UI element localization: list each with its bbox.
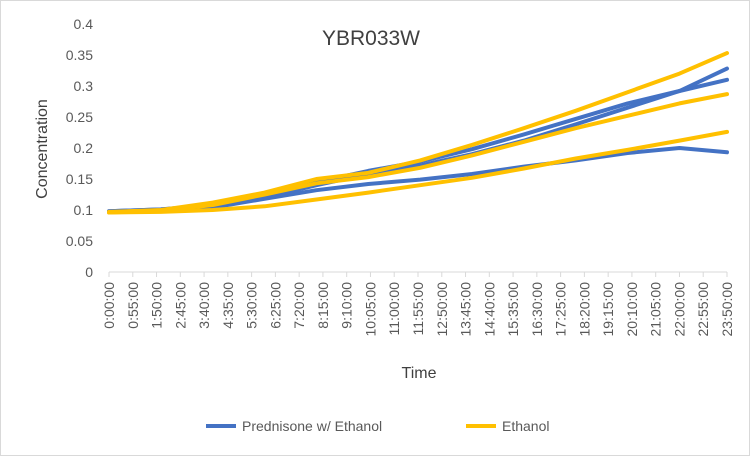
legend-label: Ethanol — [502, 418, 549, 434]
x-tick-label: 21:05:00 — [648, 282, 664, 337]
series-line-6 — [107, 129, 729, 215]
x-tick-label: 0:55:00 — [125, 282, 141, 329]
x-axis-title: Time — [402, 365, 437, 382]
y-tick-label: 0.2 — [74, 140, 94, 156]
series-group — [107, 51, 729, 215]
x-tick-label: 12:50:00 — [434, 282, 450, 337]
legend-label: Prednisone w/ Ethanol — [242, 418, 382, 434]
y-tick-label: 0.1 — [74, 202, 94, 218]
series-line-4 — [107, 51, 729, 214]
x-tick-label: 13:45:00 — [458, 282, 474, 337]
chart-title: YBR033W — [322, 27, 420, 50]
x-tick-label: 22:55:00 — [695, 282, 711, 337]
series-line-3 — [107, 146, 729, 214]
y-tick-label: 0.25 — [66, 109, 93, 125]
x-axis: 0:00:00 0:55:00 1:50:00 2:45:00 3:40:00 4:35:… — [101, 271, 735, 337]
x-tick-label: 5:30:00 — [244, 282, 260, 329]
y-tick-label: 0.05 — [66, 233, 93, 249]
series-line-1 — [107, 77, 729, 214]
y-axis: 0 0.05 0.1 0.15 0.2 0.25 0.3 0.35 0.4 — [66, 16, 93, 280]
x-tick-label: 11:55:00 — [410, 282, 426, 336]
x-tick-label: 6:25:00 — [267, 282, 283, 329]
x-tick-label: 1:50:00 — [149, 282, 165, 329]
x-tick-label: 0:00:00 — [101, 282, 117, 329]
x-tick-label: 19:15:00 — [600, 282, 616, 337]
x-tick-label: 2:45:00 — [172, 282, 188, 329]
x-tick-label: 4:35:00 — [220, 282, 236, 329]
x-tick-label: 20:10:00 — [624, 282, 640, 337]
x-tick-label: 11:00:00 — [386, 282, 402, 336]
x-tick-label: 17:25:00 — [553, 282, 569, 337]
y-axis-title: Concentration — [34, 99, 51, 199]
x-tick-label: 10:05:00 — [362, 282, 378, 337]
x-tick-label: 3:40:00 — [196, 282, 212, 329]
x-tick-label: 16:30:00 — [529, 282, 545, 337]
series-line-5 — [107, 92, 729, 215]
y-tick-label: 0.15 — [66, 171, 93, 187]
y-tick-label: 0.35 — [66, 47, 93, 63]
x-tick-label: 14:40:00 — [481, 282, 497, 337]
x-tick-label: 7:20:00 — [291, 282, 307, 329]
y-tick-label: 0 — [85, 264, 93, 280]
x-tick-label: 9:10:00 — [339, 282, 355, 329]
x-tick-label: 15:35:00 — [505, 282, 521, 337]
x-tick-label: 18:20:00 — [576, 282, 592, 337]
x-tick-label: 8:15:00 — [315, 282, 331, 329]
y-tick-label: 0.3 — [74, 78, 94, 94]
x-tick-label: 22:00:00 — [671, 282, 687, 337]
x-tick-label: 23:50:00 — [719, 282, 735, 337]
legend: Prednisone w/ Ethanol Ethanol — [206, 418, 549, 434]
y-tick-label: 0.4 — [74, 16, 94, 32]
